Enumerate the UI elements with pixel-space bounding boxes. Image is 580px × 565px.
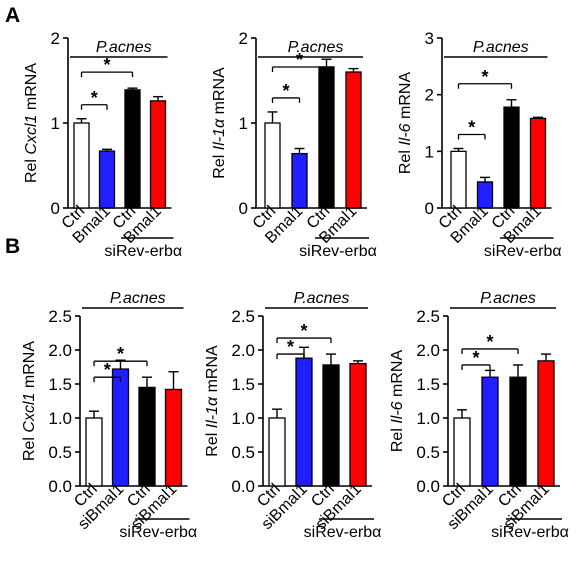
bar-1	[450, 150, 467, 209]
bar-3	[509, 376, 527, 487]
significance-star: *	[472, 348, 479, 368]
treatment-label: P.acnes	[480, 290, 536, 307]
significance-star: *	[468, 118, 475, 138]
significance-star: *	[296, 50, 303, 70]
y-tick-label: 1.0	[48, 409, 72, 428]
group-label: siRev-erbα	[119, 524, 197, 541]
y-axis-label: Rel Cxcl1 mRNA	[21, 341, 38, 461]
bar-2	[295, 357, 313, 487]
y-axis-label: Rel Il-6 mRNA	[389, 350, 406, 453]
group-label: siRev-erbα	[304, 524, 382, 541]
bar-4	[349, 362, 367, 487]
y-axis-label: Rel Il-1α mRNA	[204, 345, 221, 457]
y-axis-label: Rel Il-1α mRNA	[211, 67, 228, 179]
y-tick-label: 1.0	[231, 409, 255, 428]
group-label: siRev-erbα	[104, 243, 182, 260]
bar-4	[529, 117, 547, 209]
y-tick-label: 1	[239, 114, 248, 133]
y-tick-label: 0	[239, 199, 248, 218]
treatment-label: P.acnes	[294, 290, 350, 307]
y-tick-label: 3	[425, 29, 434, 48]
bar-1	[85, 417, 103, 487]
treatment-label: P.acnes	[473, 39, 529, 56]
treatment-label: P.acnes	[96, 39, 152, 56]
y-axis-label: Rel Il-6 mRNA	[397, 72, 414, 175]
significance-star: *	[282, 81, 289, 101]
significance-star: *	[91, 88, 98, 108]
y-tick-label: 0	[51, 199, 60, 218]
y-tick-label: 2.5	[231, 307, 255, 326]
y-tick-label: 0.0	[48, 477, 72, 496]
y-tick-label: 1.5	[231, 375, 255, 394]
group-label: siRev-erbα	[491, 524, 569, 541]
y-tick-label: 0.0	[416, 477, 440, 496]
bar-3	[322, 364, 340, 487]
significance-star: *	[117, 344, 124, 364]
y-tick-label: 1	[425, 142, 434, 161]
y-tick-label: 0	[425, 199, 434, 218]
significance-star: *	[300, 321, 307, 341]
y-tick-label: 2.0	[48, 341, 72, 360]
bar-3	[138, 386, 156, 487]
y-tick-label: 0.5	[48, 443, 72, 462]
y-tick-label: 0.0	[231, 477, 255, 496]
significance-star: *	[104, 360, 111, 380]
bar-1	[268, 417, 286, 487]
bar-2	[98, 150, 116, 209]
bar-2	[291, 152, 308, 209]
y-tick-label: 0.5	[231, 443, 255, 462]
bar-2	[481, 376, 499, 487]
y-tick-label: 1	[51, 114, 60, 133]
treatment-label: P.acnes	[288, 39, 344, 56]
group-label: siRev-erbα	[299, 243, 377, 260]
panel-label-a: A	[5, 4, 20, 27]
y-tick-label: 1.0	[416, 409, 440, 428]
group-label: siRev-erbα	[484, 243, 562, 260]
y-tick-label: 1.5	[416, 375, 440, 394]
panel-label-b: B	[5, 235, 20, 258]
y-tick-label: 2	[51, 29, 60, 48]
bar-4	[537, 360, 555, 487]
significance-star: *	[103, 55, 110, 75]
bar-4	[164, 388, 183, 487]
bar-1	[453, 417, 471, 487]
y-tick-label: 2.0	[231, 341, 255, 360]
y-axis-label: Rel Cxcl1 mRNA	[23, 63, 40, 183]
y-tick-label: 2.5	[48, 307, 72, 326]
y-tick-label: 2.0	[416, 341, 440, 360]
treatment-label: P.acnes	[110, 290, 166, 307]
bar-4	[149, 100, 167, 209]
significance-star: *	[486, 332, 493, 352]
bar-3	[124, 89, 141, 209]
y-tick-label: 2	[239, 29, 248, 48]
bar-4	[345, 71, 362, 209]
bar-2	[111, 368, 130, 487]
y-tick-label: 0.5	[416, 443, 440, 462]
y-tick-label: 2.5	[416, 307, 440, 326]
bar-1	[73, 122, 90, 209]
y-tick-label: 2	[425, 86, 434, 105]
significance-star: *	[287, 337, 294, 357]
bar-3	[503, 106, 520, 209]
bar-3	[318, 66, 335, 209]
significance-star: *	[481, 67, 488, 87]
bar-1	[264, 122, 281, 209]
y-tick-label: 1.5	[48, 375, 72, 394]
